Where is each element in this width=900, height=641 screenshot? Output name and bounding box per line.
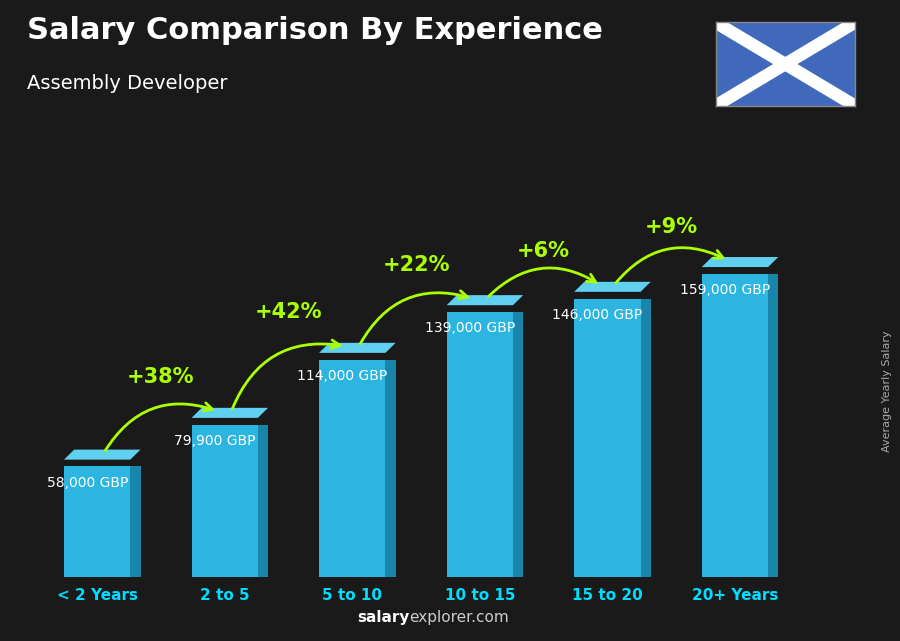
Polygon shape	[513, 312, 523, 577]
Text: 58,000 GBP: 58,000 GBP	[47, 476, 128, 490]
Polygon shape	[446, 295, 523, 305]
Polygon shape	[768, 274, 778, 577]
Text: 146,000 GBP: 146,000 GBP	[553, 308, 643, 322]
Polygon shape	[130, 466, 140, 577]
Text: 79,900 GBP: 79,900 GBP	[174, 434, 256, 448]
Polygon shape	[192, 408, 268, 418]
Polygon shape	[64, 449, 140, 460]
Text: explorer.com: explorer.com	[410, 610, 509, 625]
Polygon shape	[641, 299, 651, 577]
Polygon shape	[702, 257, 778, 267]
Text: +42%: +42%	[255, 303, 322, 322]
Text: Assembly Developer: Assembly Developer	[27, 74, 228, 93]
Text: 159,000 GBP: 159,000 GBP	[680, 283, 770, 297]
Bar	[446, 312, 513, 577]
Text: +6%: +6%	[518, 242, 570, 262]
Polygon shape	[258, 424, 268, 577]
Text: salary: salary	[357, 610, 410, 625]
Text: +22%: +22%	[382, 254, 450, 275]
Text: 139,000 GBP: 139,000 GBP	[425, 321, 515, 335]
Polygon shape	[385, 360, 396, 577]
Polygon shape	[574, 282, 651, 292]
Text: +38%: +38%	[127, 367, 194, 387]
Bar	[574, 299, 641, 577]
Text: 114,000 GBP: 114,000 GBP	[297, 369, 387, 383]
Bar	[320, 360, 385, 577]
Bar	[192, 424, 258, 577]
Polygon shape	[320, 343, 396, 353]
Text: Average Yearly Salary: Average Yearly Salary	[881, 330, 892, 452]
Text: Salary Comparison By Experience: Salary Comparison By Experience	[27, 16, 603, 45]
Text: +9%: +9%	[644, 217, 698, 237]
Bar	[64, 466, 130, 577]
Bar	[702, 274, 768, 577]
